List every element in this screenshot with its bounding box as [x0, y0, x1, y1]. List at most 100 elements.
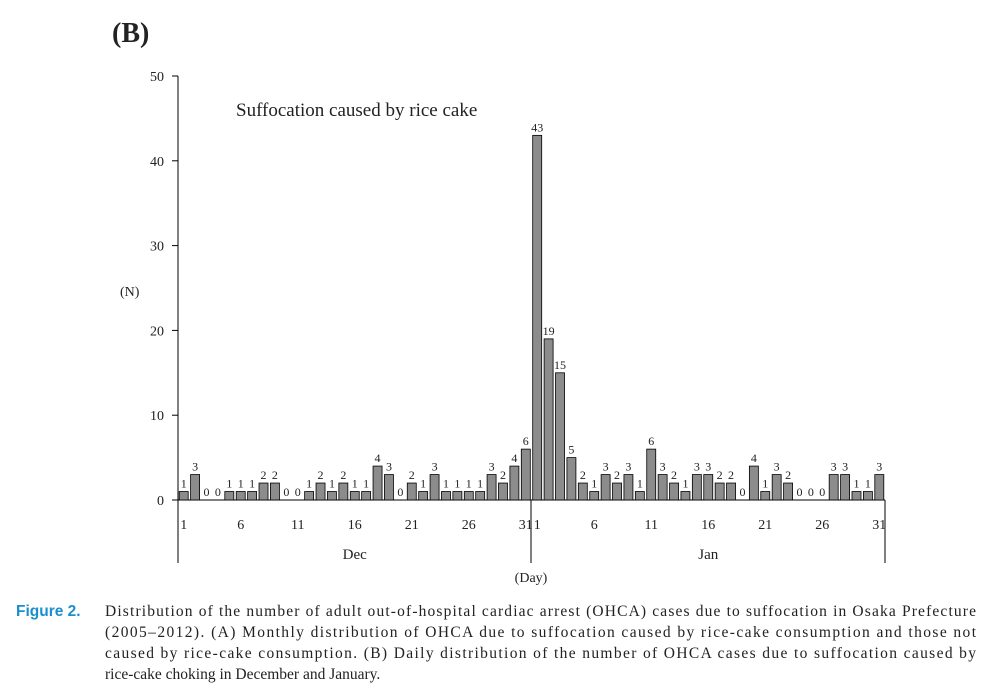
bar	[452, 491, 463, 501]
x-tick-label: 21	[758, 518, 772, 533]
bar	[247, 491, 258, 501]
y-tick-label: 10	[150, 409, 164, 424]
y-tick-label: 20	[150, 324, 164, 339]
bar	[566, 457, 577, 501]
bar	[657, 474, 668, 501]
caption-label: Figure 2.	[16, 603, 81, 620]
bar	[862, 491, 873, 501]
bar	[760, 491, 771, 501]
value-label: 3	[831, 460, 837, 474]
value-label: 3	[489, 460, 495, 474]
bar	[429, 474, 440, 501]
value-label: 5	[568, 443, 574, 457]
y-tick-label: 50	[150, 70, 164, 85]
bar	[600, 474, 611, 501]
value-label: 3	[660, 460, 666, 474]
value-label: 3	[876, 460, 882, 474]
value-label: 15	[554, 358, 566, 372]
value-label: 3	[774, 460, 780, 474]
bar	[840, 474, 850, 501]
value-label: 1	[443, 477, 449, 491]
bar	[543, 338, 554, 501]
bar	[315, 482, 326, 501]
annotation: Suffocation caused by rice cake	[236, 100, 477, 121]
x-tick-label: 1	[180, 518, 187, 533]
bar	[463, 491, 474, 501]
caption-line: (2005–2012). (A) Monthly distribution of…	[105, 624, 977, 641]
value-label: 6	[648, 434, 654, 448]
group-label: Dec	[343, 547, 367, 563]
bar	[669, 482, 679, 501]
bar	[783, 482, 793, 501]
x-tick-label: 6	[591, 518, 598, 533]
value-label: 1	[249, 477, 255, 491]
bar	[475, 491, 486, 501]
value-label: 1	[454, 477, 460, 491]
value-label: 1	[352, 477, 358, 491]
panel-label: (B)	[112, 18, 149, 49]
value-label: 2	[340, 468, 346, 482]
value-label: 0	[819, 485, 825, 499]
value-label: 1	[181, 477, 187, 491]
bar	[327, 491, 337, 501]
value-label: 1	[329, 477, 335, 491]
bar	[509, 465, 520, 501]
caption-line: Distribution of the number of adult out-…	[105, 603, 976, 620]
bar	[520, 448, 531, 501]
value-label: 3	[386, 460, 392, 474]
value-label: 0	[283, 485, 289, 499]
bar	[680, 491, 691, 501]
value-label: 2	[717, 468, 723, 482]
value-label: 2	[671, 468, 677, 482]
value-label: 1	[637, 477, 643, 491]
value-label: 2	[728, 468, 734, 482]
bar	[623, 474, 634, 501]
value-label: 2	[318, 468, 324, 482]
value-label: 4	[375, 451, 381, 465]
bar	[612, 482, 622, 501]
value-label: 2	[500, 468, 506, 482]
value-label: 3	[694, 460, 700, 474]
bar	[372, 465, 383, 501]
bar	[498, 482, 508, 501]
x-tick-label: 21	[405, 518, 419, 533]
value-label: 3	[625, 460, 631, 474]
x-tick-label: 1	[534, 518, 541, 533]
bar	[304, 491, 315, 501]
value-label: 0	[808, 485, 814, 499]
value-label: 1	[363, 477, 369, 491]
value-label: 1	[306, 477, 312, 491]
value-label: 6	[523, 434, 529, 448]
value-label: 0	[397, 485, 403, 499]
value-label: 1	[477, 477, 483, 491]
bar	[486, 474, 497, 501]
caption-line: rice-cake choking in December and Januar…	[105, 666, 380, 683]
bar	[748, 465, 759, 501]
x-tick-label: 16	[701, 518, 715, 533]
bar	[691, 474, 702, 501]
value-label: 1	[853, 477, 859, 491]
bar	[577, 482, 588, 501]
value-label: 2	[580, 468, 586, 482]
x-tick-label: 26	[815, 518, 829, 533]
bar	[338, 482, 349, 501]
bar	[441, 491, 451, 501]
value-label: 1	[762, 477, 768, 491]
value-label: 3	[432, 460, 438, 474]
value-label: 0	[295, 485, 301, 499]
x-tick-label: 11	[644, 518, 657, 533]
bar	[646, 448, 657, 501]
value-label: 0	[796, 485, 802, 499]
bar	[589, 491, 600, 501]
bar	[714, 482, 725, 501]
value-label: 19	[543, 324, 555, 338]
caption-line: caused by rice-cake consumption. (B) Dai…	[105, 645, 976, 662]
bar	[851, 491, 862, 501]
x-axis-label: (Day)	[515, 571, 548, 586]
bar	[178, 491, 189, 501]
bar	[874, 474, 885, 501]
value-label: 0	[215, 485, 221, 499]
x-tick-label: 6	[237, 518, 244, 533]
bar	[634, 491, 645, 501]
